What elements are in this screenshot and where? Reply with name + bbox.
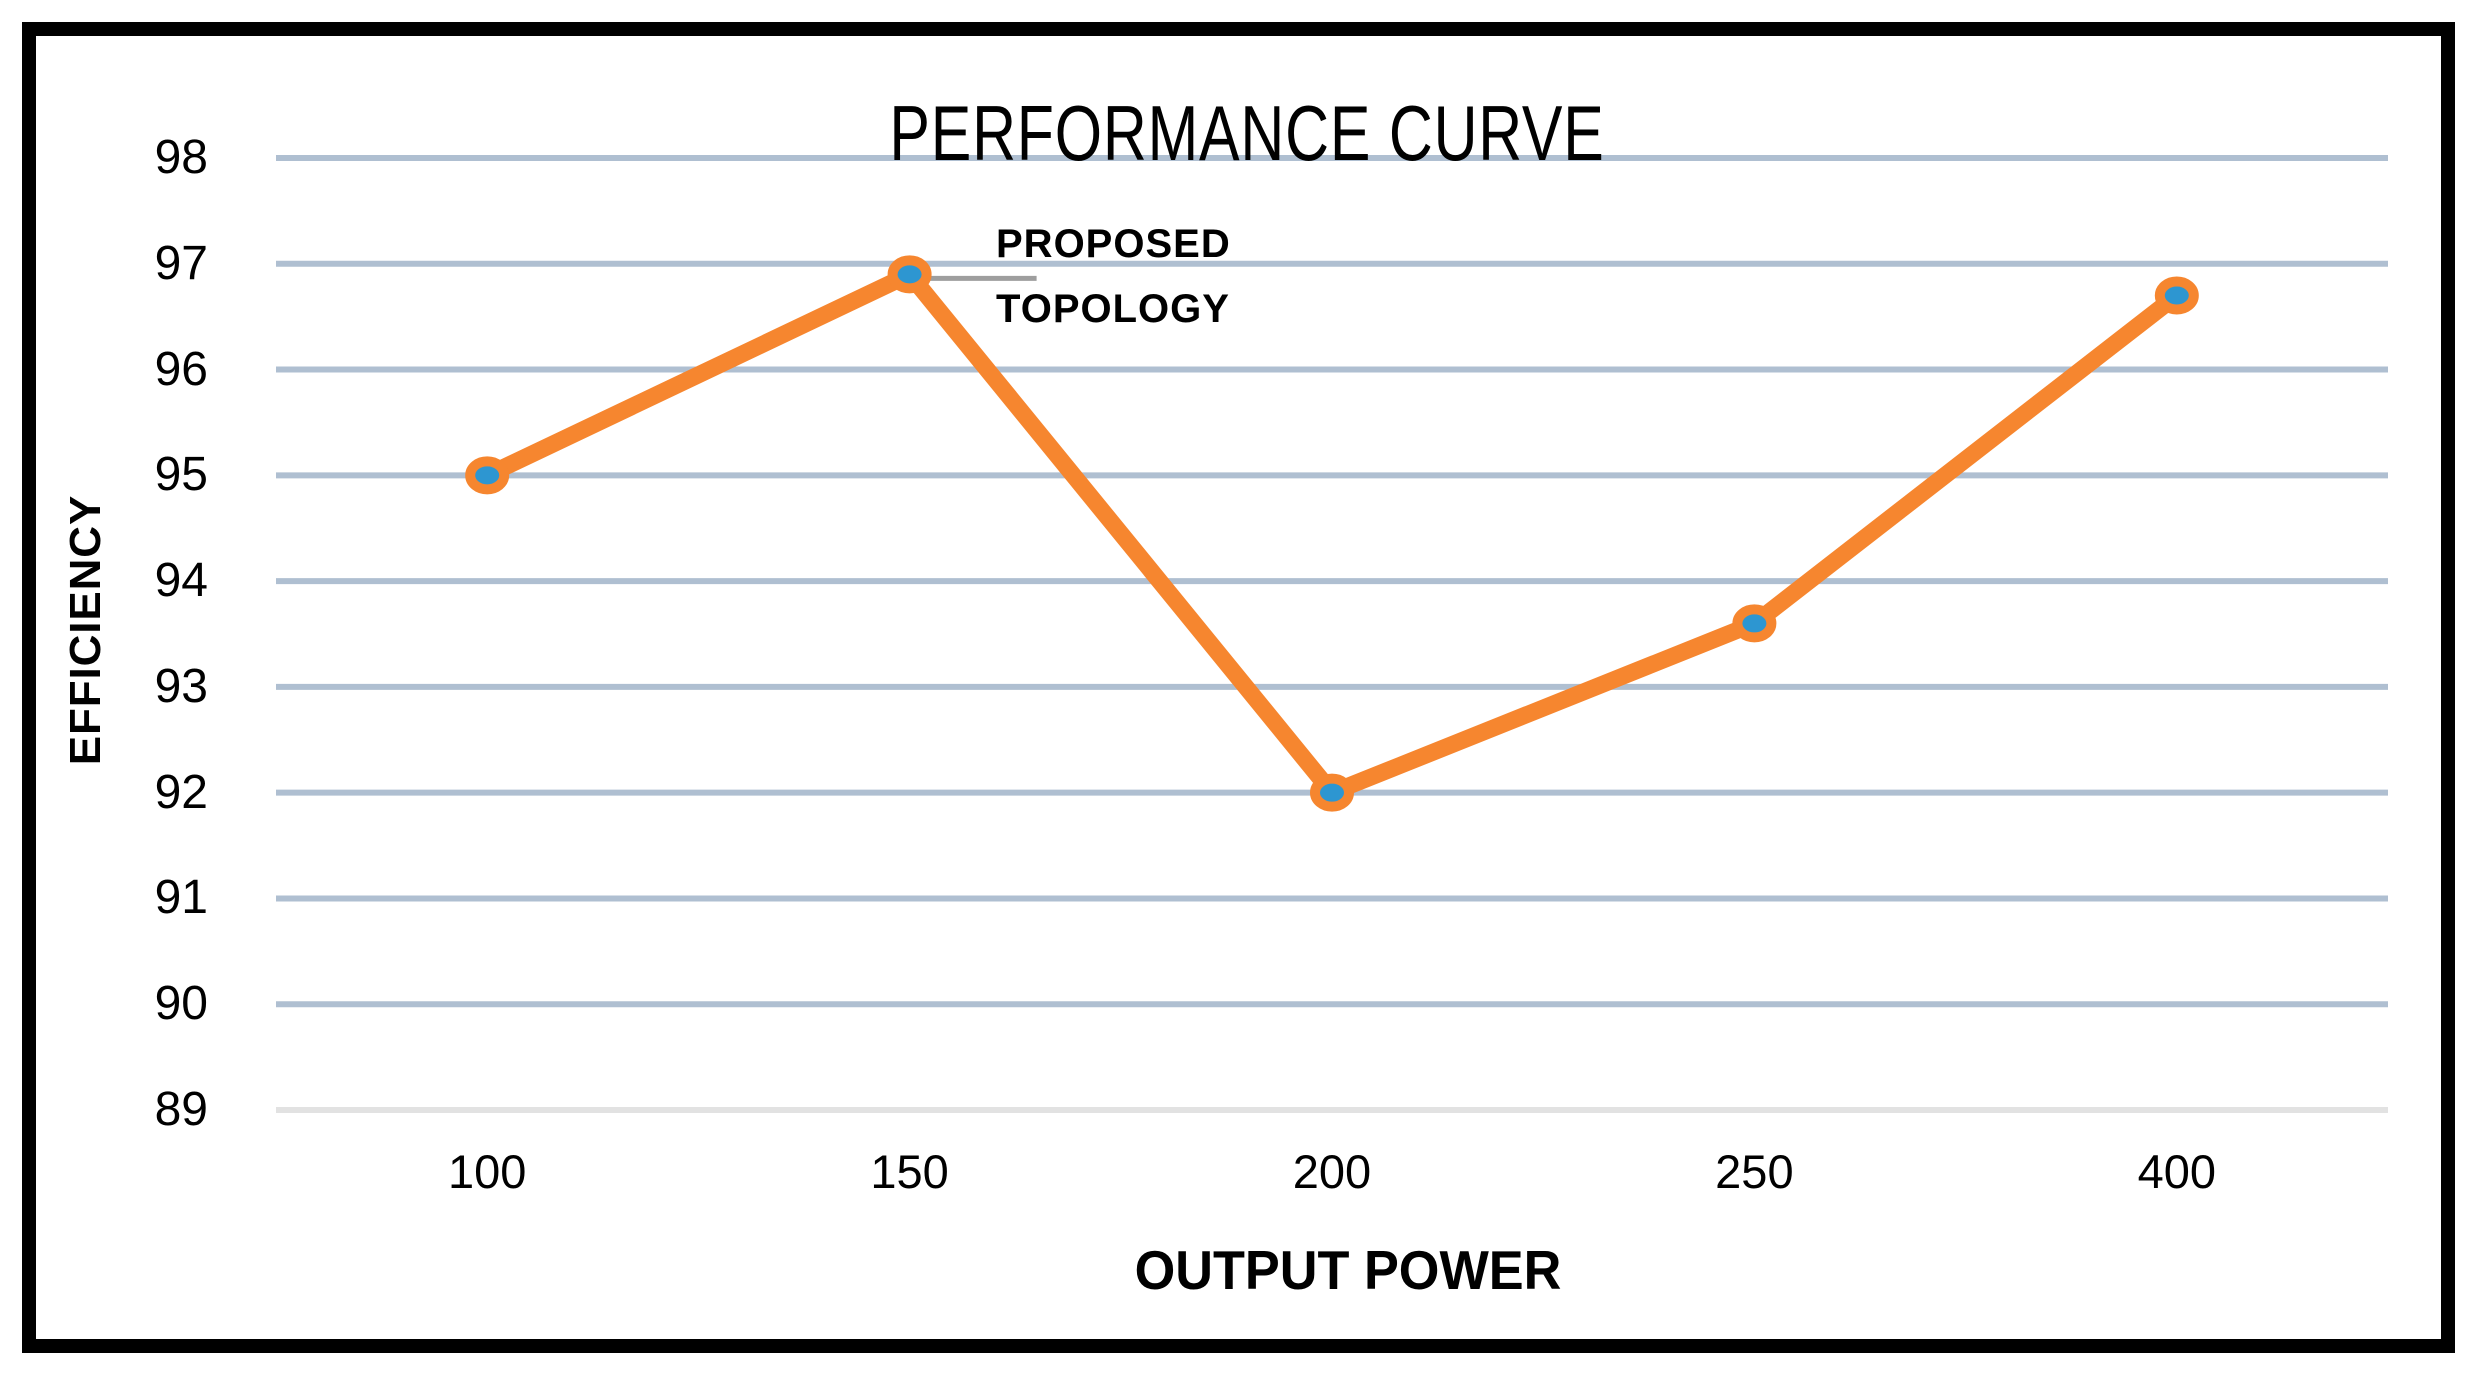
x-axis-title: OUTPUT POWER (1135, 1238, 1562, 1302)
y-tick-label: 98 (154, 131, 208, 184)
x-tick-label: 250 (1715, 1145, 1794, 1198)
x-tick-label: 100 (447, 1145, 527, 1198)
series-annotation: PROPOSED TOPOLOGY (996, 212, 1231, 342)
annotation-line-1: PROPOSED (996, 222, 1231, 266)
data-point-marker-400 (2154, 276, 2199, 315)
data-point-marker-250 (1732, 604, 1777, 643)
x-tick-label: 150 (870, 1145, 949, 1198)
chart-title-text: PERFORMANCE CURVE (889, 89, 1605, 177)
chart-title: PERFORMANCE CURVE (788, 88, 1705, 179)
gridlines-group (276, 155, 2388, 1113)
y-tick-label: 91 (154, 871, 208, 925)
data-point-marker-200 (1310, 773, 1354, 812)
x-tick-label: 400 (2137, 1145, 2216, 1198)
y-tick-label: 95 (154, 448, 208, 502)
y-axis-title: EFFICIENCY (59, 495, 110, 765)
y-tick-label: 97 (154, 236, 208, 290)
y-tick-label: 96 (154, 342, 208, 396)
data-point-marker-150 (887, 255, 932, 294)
chart-border (22, 22, 2455, 1353)
x-tick-label: 200 (1292, 1145, 1372, 1198)
series-line (478, 265, 2186, 802)
y-tick-label: 94 (154, 554, 208, 608)
y-axis-title-text: EFFICIENCY (60, 494, 110, 766)
x-axis-title-text: OUTPUT POWER (1134, 1239, 1562, 1301)
y-tick-label: 92 (154, 765, 208, 819)
series-markers-group (465, 255, 2199, 812)
y-tick-label: 90 (154, 977, 208, 1031)
y-tick-label: 93 (154, 659, 208, 713)
data-point-marker-100 (465, 456, 510, 495)
annotation-line-2: TOPOLOGY (996, 287, 1230, 331)
y-tick-label: 89 (154, 1083, 208, 1136)
